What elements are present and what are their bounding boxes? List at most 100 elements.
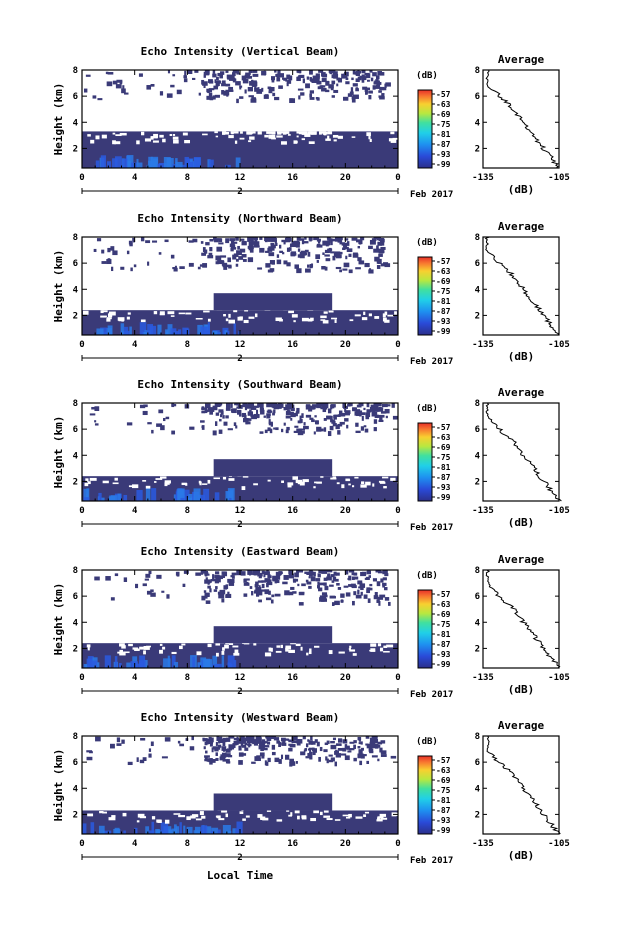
surface-echo bbox=[83, 488, 235, 501]
colorbar-unit: (dB) bbox=[416, 404, 438, 414]
colorbar-unit: (dB) bbox=[416, 238, 438, 248]
y-tick-label: 6 bbox=[73, 425, 78, 435]
y-tick-label: 2 bbox=[73, 144, 78, 154]
y-axis-label: Height (km) bbox=[52, 749, 65, 822]
average-y-tick-label: 6 bbox=[475, 758, 480, 768]
x-tick-label: 4 bbox=[132, 673, 138, 683]
average-x-tick-label: -135 bbox=[472, 173, 494, 183]
average-title: Average bbox=[498, 220, 545, 233]
colorbar-tick-label: -87 bbox=[436, 473, 451, 482]
y-tick-label: 2 bbox=[73, 644, 78, 654]
y-tick-label: 8 bbox=[73, 399, 78, 409]
y-tick-label: 2 bbox=[73, 477, 78, 487]
colorbar-unit: (dB) bbox=[416, 71, 438, 81]
y-tick-label: 6 bbox=[73, 259, 78, 269]
colorbar-tick-label: -57 bbox=[436, 756, 451, 765]
colorbar bbox=[417, 589, 433, 669]
y-axis-label: Height (km) bbox=[52, 416, 65, 489]
y-axis-label: Height (km) bbox=[52, 583, 65, 656]
layer-gaps bbox=[87, 131, 398, 145]
day-label: 2 bbox=[237, 520, 242, 530]
colorbar-tick-label: -81 bbox=[436, 297, 451, 306]
colorbar-tick-label: -93 bbox=[436, 816, 451, 825]
x-tick-label: 20 bbox=[340, 506, 351, 516]
x-tick-label: 16 bbox=[287, 839, 298, 849]
x-tick-label: 12 bbox=[235, 673, 246, 683]
average-y-tick-label: 2 bbox=[475, 144, 480, 154]
y-tick-label: 6 bbox=[73, 592, 78, 602]
colorbar-tick-label: -57 bbox=[436, 257, 451, 266]
colorbar-tick-label: -93 bbox=[436, 150, 451, 159]
x-tick-label: 16 bbox=[287, 173, 298, 183]
average-y-tick-label: 4 bbox=[475, 784, 481, 794]
day-label: 2 bbox=[237, 853, 242, 863]
upper-echo-speckles bbox=[83, 70, 391, 104]
colorbar-tick-label: -93 bbox=[436, 650, 451, 659]
date-label: Feb 2017 bbox=[410, 856, 453, 866]
colorbar-tick-label: -63 bbox=[436, 600, 451, 609]
colorbar-tick-label: -69 bbox=[436, 443, 451, 452]
colorbar-tick-label: -99 bbox=[436, 493, 451, 502]
midday-echo-layer bbox=[213, 793, 333, 811]
x-tick-label: 8 bbox=[185, 506, 190, 516]
y-tick-label: 4 bbox=[73, 618, 79, 628]
average-y-tick-label: 4 bbox=[475, 285, 481, 295]
colorbar-tick-label: -93 bbox=[436, 483, 451, 492]
y-axis-label: Height (km) bbox=[52, 83, 65, 156]
x-tick-label: 8 bbox=[185, 673, 190, 683]
x-tick-label: 0 bbox=[395, 839, 400, 849]
y-tick-label: 6 bbox=[73, 758, 78, 768]
average-y-tick-label: 2 bbox=[475, 810, 480, 820]
average-y-tick-label: 8 bbox=[475, 566, 480, 576]
x-tick-label: 8 bbox=[185, 340, 190, 350]
colorbar-tick-label: -63 bbox=[436, 100, 451, 109]
average-x-label: (dB) bbox=[508, 183, 535, 196]
y-tick-label: 8 bbox=[73, 732, 78, 742]
x-tick-label: 16 bbox=[287, 340, 298, 350]
panel-4: Echo Intensity (Westward Beam) 2 4 6 8 Height… bbox=[52, 711, 570, 866]
colorbar-tick-label: -87 bbox=[436, 140, 451, 149]
x-tick-label: 8 bbox=[185, 839, 190, 849]
x-tick-label: 4 bbox=[132, 839, 138, 849]
average-title: Average bbox=[498, 719, 545, 732]
surface-echo bbox=[95, 155, 241, 168]
midday-echo-layer bbox=[213, 626, 333, 644]
average-x-label: (dB) bbox=[508, 683, 535, 696]
colorbar-tick-label: -87 bbox=[436, 640, 451, 649]
upper-echo-speckles bbox=[93, 237, 391, 274]
y-tick-label: 8 bbox=[73, 566, 78, 576]
x-tick-label: 20 bbox=[340, 839, 351, 849]
average-x-tick-label: -105 bbox=[548, 340, 570, 350]
x-tick-label: 0 bbox=[395, 506, 400, 516]
average-x-tick-label: -105 bbox=[548, 506, 570, 516]
date-label: Feb 2017 bbox=[410, 190, 453, 200]
day-label: 2 bbox=[237, 187, 242, 197]
average-profile-line bbox=[484, 236, 559, 336]
colorbar bbox=[417, 755, 433, 835]
upper-echo-speckles bbox=[94, 570, 391, 606]
x-tick-label: 16 bbox=[287, 673, 298, 683]
x-axis-label: Local Time bbox=[207, 869, 274, 882]
average-frame bbox=[482, 735, 560, 835]
chart-title: Echo Intensity (Southward Beam) bbox=[137, 378, 342, 391]
average-x-tick-label: -105 bbox=[548, 839, 570, 849]
average-y-tick-label: 6 bbox=[475, 592, 480, 602]
colorbar-tick-label: -99 bbox=[436, 327, 451, 336]
average-title: Average bbox=[498, 53, 545, 66]
day-label: 2 bbox=[237, 354, 242, 364]
colorbar-unit: (dB) bbox=[416, 737, 438, 747]
x-tick-label: 4 bbox=[132, 506, 138, 516]
x-tick-label: 0 bbox=[79, 173, 84, 183]
x-tick-label: 20 bbox=[340, 673, 351, 683]
x-tick-label: 4 bbox=[132, 340, 138, 350]
date-label: Feb 2017 bbox=[410, 690, 453, 700]
colorbar-tick-label: -87 bbox=[436, 806, 451, 815]
y-axis-label: Height (km) bbox=[52, 250, 65, 323]
average-profile-line bbox=[485, 69, 559, 169]
date-label: Feb 2017 bbox=[410, 357, 453, 367]
average-y-tick-label: 8 bbox=[475, 66, 480, 76]
average-y-tick-label: 8 bbox=[475, 399, 480, 409]
average-y-tick-label: 6 bbox=[475, 425, 480, 435]
x-tick-label: 8 bbox=[185, 173, 190, 183]
panel-2: Echo Intensity (Southward Beam) 2 4 6 8 Heigh… bbox=[52, 378, 570, 533]
